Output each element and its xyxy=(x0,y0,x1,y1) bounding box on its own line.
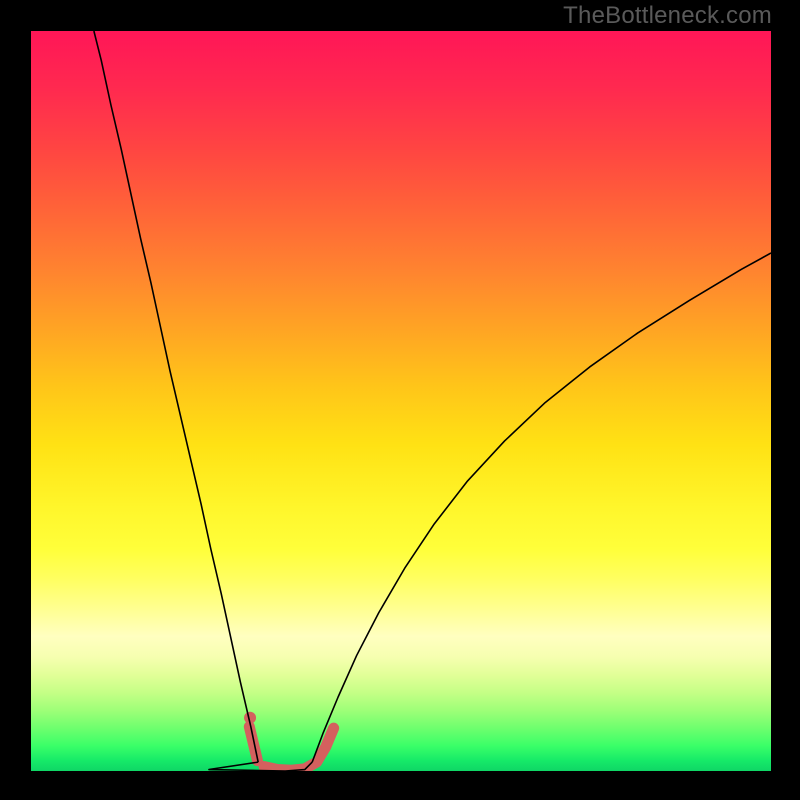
curve-left-branch xyxy=(94,31,258,762)
curve-right-branch xyxy=(312,253,771,762)
curve-overlay xyxy=(0,0,800,800)
